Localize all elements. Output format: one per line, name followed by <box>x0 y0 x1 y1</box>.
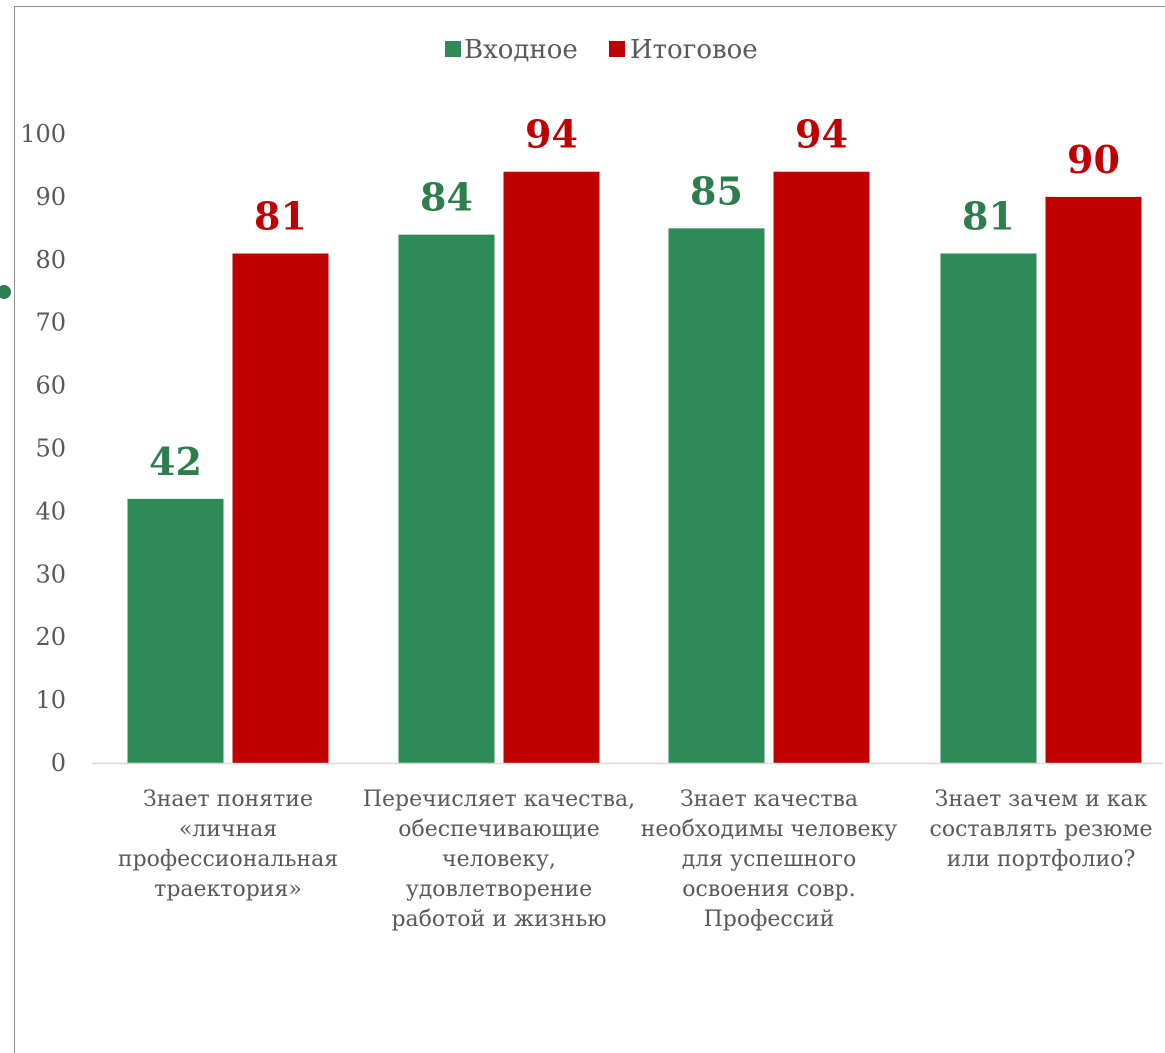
x-category-line: Профессий <box>704 907 835 932</box>
bar-itogovoe-3 <box>773 171 870 764</box>
x-category-line: освоения совр. <box>682 877 855 902</box>
bar-vhodnoe-3 <box>668 228 765 764</box>
x-category-line: Знает качества <box>680 787 858 812</box>
y-tick-label: 60 <box>35 372 66 400</box>
data-label-itogovoe-3: 94 <box>795 112 848 157</box>
legend-swatch-1 <box>445 41 461 57</box>
x-category-line: или портфолио? <box>947 847 1136 872</box>
legend-swatch-2 <box>609 41 625 57</box>
bar-vhodnoe-1 <box>127 498 224 763</box>
data-label-itogovoe-2: 94 <box>525 112 578 157</box>
y-tick-label: 10 <box>35 686 66 714</box>
data-label-itogovoe-1: 81 <box>254 194 307 239</box>
bar-itogovoe-4 <box>1045 196 1142 763</box>
legend-label-1: Входное <box>464 35 578 65</box>
x-category-line: человеку, <box>442 847 556 872</box>
y-tick-label: 0 <box>51 749 66 777</box>
x-category-line: профессиональная <box>118 847 338 872</box>
y-tick-label: 40 <box>35 497 66 525</box>
bar-itogovoe-1 <box>232 253 329 763</box>
y-tick-label: 80 <box>35 246 66 274</box>
bar-itogovoe-2 <box>503 171 600 764</box>
data-label-vhodnoe-1: 42 <box>149 439 202 484</box>
x-category-line: Перечисляет качества, <box>363 787 635 812</box>
y-tick-label: 70 <box>35 309 66 337</box>
bar-vhodnoe-4 <box>940 253 1037 763</box>
x-category-label-4: Знает зачем и как составлять резюме или по… <box>930 787 1153 872</box>
data-label-itogovoe-4: 90 <box>1067 137 1120 182</box>
y-tick-label: 90 <box>35 183 66 211</box>
data-labels: 42 81 84 94 85 94 81 90 <box>149 112 1120 484</box>
x-category-line: удовлетворение <box>406 877 592 902</box>
x-category-line: обеспечивающие <box>398 817 600 842</box>
x-category-label-2: Перечисляет качества, обеспечивающие челов… <box>363 787 635 932</box>
data-label-vhodnoe-4: 81 <box>962 194 1015 239</box>
y-axis: 0 10 20 30 40 50 60 70 80 90 100 <box>20 120 66 777</box>
x-category-line: для успешного <box>682 847 856 872</box>
y-tick-label: 20 <box>35 623 66 651</box>
x-category-line: составлять резюме <box>930 817 1153 842</box>
x-axis: Знает понятие «личная профессиональная трае… <box>92 762 1163 932</box>
y-tick-label: 30 <box>35 560 66 588</box>
x-category-line: работой и жизнью <box>391 907 606 932</box>
x-category-line: необходимы человеку <box>641 817 898 842</box>
chart-frame <box>14 6 1165 1053</box>
x-category-label-3: Знает качества необходимы человеку для усп… <box>641 787 898 932</box>
y-tick-label: 50 <box>35 435 66 463</box>
data-label-vhodnoe-2: 84 <box>420 175 473 220</box>
x-category-line: траектория» <box>154 877 302 902</box>
x-category-line: «личная <box>179 817 277 842</box>
selection-handle-dot[interactable] <box>0 285 11 299</box>
bars <box>127 171 1142 764</box>
legend: Входное Итоговое <box>445 35 758 65</box>
x-category-label-1: Знает понятие «личная профессиональная трае… <box>118 787 338 902</box>
x-category-line: Знает понятие <box>143 787 313 812</box>
data-label-vhodnoe-3: 85 <box>690 168 743 213</box>
y-tick-label: 100 <box>20 120 66 148</box>
legend-label-2: Итоговое <box>630 35 758 65</box>
x-category-line: Знает зачем и как <box>935 787 1148 812</box>
bar-vhodnoe-2 <box>398 234 495 763</box>
